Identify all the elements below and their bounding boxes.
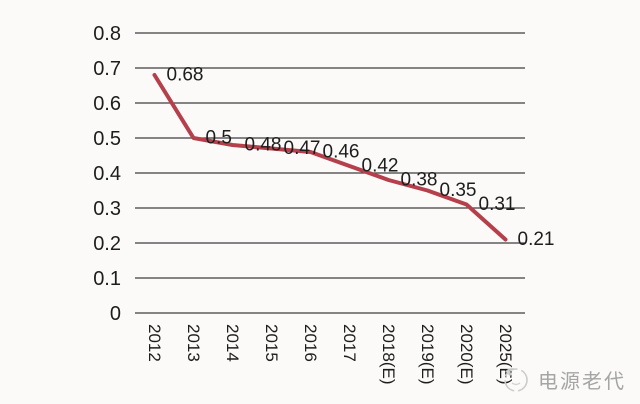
x-tick-label: 2016 (301, 324, 320, 362)
y-tick-label: 0.1 (93, 268, 121, 290)
x-tick-label: 2014 (223, 324, 242, 362)
x-tick-label: 2012 (145, 324, 164, 362)
data-point-label: 0.48 (245, 134, 282, 155)
y-tick-label: 0.3 (93, 198, 121, 220)
y-tick-label: 0.4 (93, 163, 121, 185)
y-tick-label: 0.7 (93, 58, 121, 80)
data-point-label: 0.68 (167, 64, 204, 85)
y-tick-label: 0.6 (93, 93, 121, 115)
data-point-label: 0.21 (518, 229, 555, 250)
x-tick-label: 2013 (184, 324, 203, 362)
x-tick-label: 2015 (262, 324, 281, 362)
watermark-logo-icon (501, 364, 531, 394)
y-tick-label: 0.5 (93, 128, 121, 150)
data-point-label: 0.5 (206, 127, 232, 148)
x-axis-labels: 2012 2013 2014 2015 2016 2017 2018(E) 2019(E) 20… (145, 324, 515, 384)
y-tick-label: 0 (110, 303, 121, 325)
watermark-text: 电源老代 (538, 368, 626, 393)
y-axis-labels: 0 0.1 0.2 0.3 0.4 0.5 0.6 0.7 0.8 (93, 23, 121, 325)
data-point-label: 0.47 (284, 138, 321, 159)
data-labels: 0.68 0.5 0.48 0.47 0.460.420.38 0.350.310.21 (167, 64, 555, 250)
data-point-label: 0.42 (362, 155, 399, 176)
x-tick-label: 2020(E) (457, 324, 476, 384)
watermark: 电源老代 (501, 364, 626, 394)
x-tick-label: 2019(E) (418, 324, 437, 384)
x-tick-label: 2018(E) (379, 324, 398, 384)
y-tick-label: 0.2 (93, 233, 121, 255)
data-point-label: 0.38 (401, 169, 438, 190)
y-tick-label: 0.8 (93, 23, 121, 45)
gridlines (135, 32, 525, 314)
data-point-label: 0.31 (479, 194, 516, 215)
data-series-line (152, 73, 508, 242)
x-tick-label: 2017 (340, 324, 359, 362)
data-point-label: 0.35 (440, 180, 477, 201)
data-point-label: 0.46 (323, 141, 360, 162)
